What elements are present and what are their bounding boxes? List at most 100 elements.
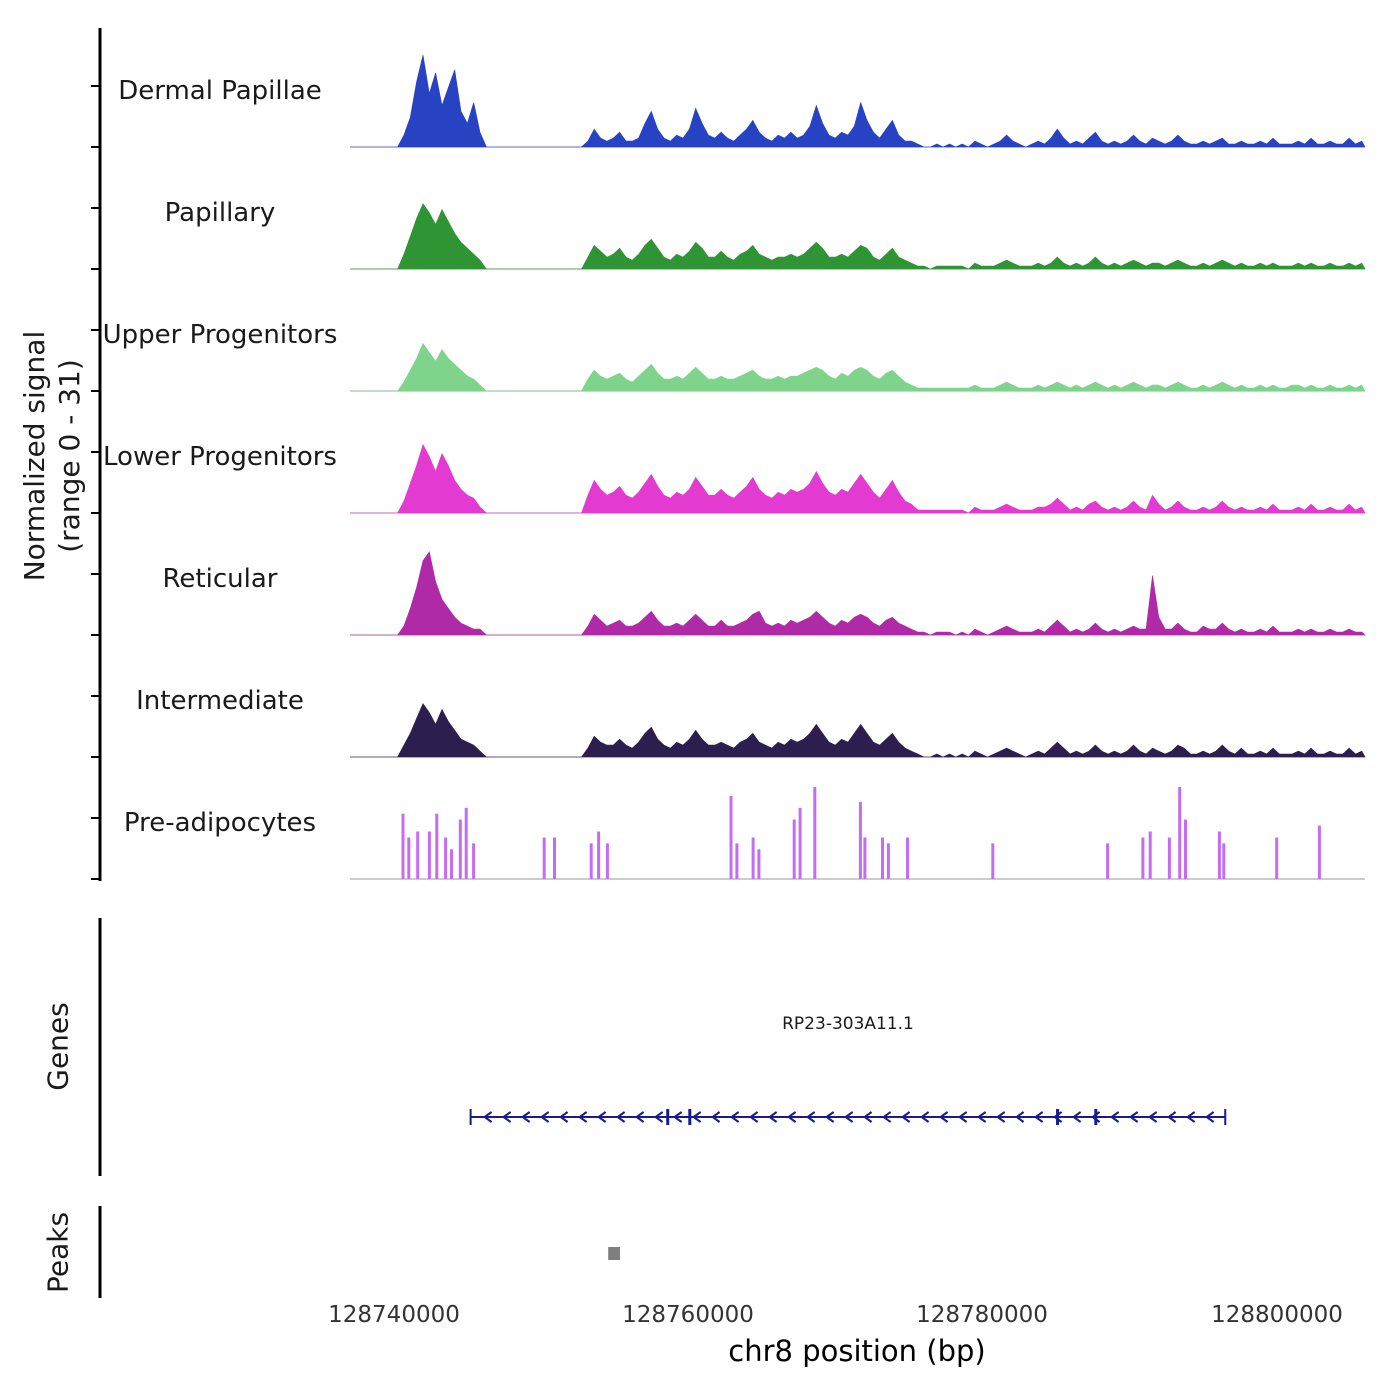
signal-track-area-5 (350, 702, 1366, 758)
preadipocyte-spike (881, 837, 884, 879)
preadipocyte-spike (458, 819, 462, 879)
gene-strand-chevron (748, 1111, 759, 1123)
y-axis-label: Normalized signal (range 0 - 31) (17, 176, 87, 736)
preadipocyte-spike (751, 837, 755, 879)
gene-strand-chevron (653, 1111, 664, 1123)
gene-strand-chevron (976, 1111, 987, 1123)
preadipocyte-spike (886, 843, 890, 879)
preadipocyte-spike (1167, 837, 1171, 879)
y-axis-label-line1: Normalized signal (18, 330, 51, 582)
preadipocyte-spike (735, 843, 739, 879)
track-label-pre-adipocytes: Pre-adipocytes (123, 808, 317, 838)
gene-strand-chevron (1052, 1111, 1063, 1123)
preadipocyte-spike (1106, 843, 1110, 879)
gene-strand-chevron (1071, 1111, 1082, 1123)
x-tick-128780000: 128780000 (916, 1302, 1048, 1328)
gene-strand-chevron (729, 1111, 740, 1123)
track-label-reticular: Reticular (162, 564, 278, 594)
preadipocyte-spike (792, 819, 796, 879)
preadipocyte-spike (407, 837, 411, 879)
preadipocyte-spike (757, 849, 761, 879)
preadipocyte-spike (427, 831, 431, 879)
gene-strand-chevron (843, 1111, 854, 1123)
x-tick-128760000: 128760000 (622, 1302, 754, 1328)
preadipocyte-spike (1217, 831, 1221, 879)
preadipocyte-spike (991, 843, 995, 879)
gene-strand-chevron (995, 1111, 1006, 1123)
gene-name-label: RP23-303A11.1 (782, 1014, 914, 1034)
track-label-upper-progenitors: Upper Progenitors (102, 320, 338, 350)
preadipocyte-spike (401, 813, 405, 879)
x-tick-128800000: 128800000 (1211, 1302, 1343, 1328)
gene-strand-chevron (957, 1111, 968, 1123)
preadipocyte-spike (906, 837, 909, 879)
preadipocyte-spike (1275, 837, 1279, 879)
gene-strand-chevron (1014, 1111, 1025, 1123)
signal-track-area-4 (350, 551, 1366, 636)
gene-strand-chevron (672, 1111, 683, 1123)
preadipocyte-spike (1317, 825, 1321, 879)
gene-strand-chevron (919, 1111, 930, 1123)
preadipocyte-spike (813, 787, 817, 879)
gene-strand-chevron (805, 1111, 816, 1123)
gene-strand-chevron (577, 1111, 588, 1123)
gene-strand-chevron (1185, 1111, 1196, 1123)
preadipocyte-spike (435, 813, 439, 879)
x-axis-label: chr8 position (bp) (728, 1334, 986, 1368)
preadipocyte-spike (1184, 819, 1187, 879)
preadipocyte-spike (1148, 831, 1152, 879)
gene-strand-chevron (786, 1111, 797, 1123)
preadipocyte-spike (1222, 843, 1226, 879)
peaks-section-label: Peaks (41, 1211, 75, 1294)
gene-strand-chevron (767, 1111, 778, 1123)
track-label-lower-progenitors: Lower Progenitors (103, 442, 337, 472)
gene-strand-chevron (558, 1111, 569, 1123)
gene-strand-chevron (615, 1111, 626, 1123)
gene-strand-chevron (634, 1111, 645, 1123)
gene-strand-chevron (862, 1111, 873, 1123)
preadipocyte-spike (798, 807, 802, 879)
gene-strand-chevron (900, 1111, 911, 1123)
gene-strand-chevron (710, 1111, 721, 1123)
preadipocyte-spike (444, 837, 448, 879)
gene-strand-chevron (1109, 1111, 1120, 1123)
preadipocyte-spike (863, 837, 867, 879)
preadipocyte-spike (589, 843, 593, 879)
preadipocyte-spike (553, 837, 556, 879)
y-axis-label-line2: (range 0 - 31) (53, 359, 86, 553)
gene-strand-chevron (596, 1111, 607, 1123)
x-tick-128740000: 128740000 (328, 1302, 460, 1328)
gene-strand-chevron (1147, 1111, 1158, 1123)
preadipocyte-spike (464, 807, 468, 879)
preadipocyte-spike (605, 843, 609, 879)
signal-track-area-2 (350, 342, 1366, 392)
genes-section-label: Genes (41, 1002, 75, 1091)
gene-strand-chevron (1128, 1111, 1139, 1123)
preadipocyte-spike (597, 831, 601, 879)
signal-track-area-3 (350, 443, 1366, 514)
gene-strand-chevron (482, 1111, 493, 1123)
gene-strand-chevron (691, 1111, 702, 1123)
preadipocyte-spike (542, 837, 546, 879)
preadipocyte-spike (858, 801, 862, 879)
signal-track-area-0 (350, 54, 1366, 148)
peak-rect (608, 1247, 620, 1260)
preadipocyte-spike (1178, 787, 1182, 879)
preadipocyte-spike (729, 795, 733, 879)
track-label-intermediate: Intermediate (136, 686, 304, 716)
gene-strand-chevron (520, 1111, 531, 1123)
track-label-dermal-papillae: Dermal Papillae (118, 76, 322, 106)
preadipocyte-spike (416, 831, 420, 879)
preadipocyte-spike (472, 843, 476, 879)
preadipocyte-spike (450, 849, 453, 879)
gene-strand-chevron (1166, 1111, 1177, 1123)
gene-strand-chevron (881, 1111, 892, 1123)
gene-strand-chevron (501, 1111, 512, 1123)
gene-strand-chevron (1033, 1111, 1044, 1123)
gene-strand-chevron (539, 1111, 550, 1123)
track-label-papillary: Papillary (164, 198, 276, 228)
gene-strand-chevron (1204, 1111, 1215, 1123)
gene-strand-chevron (824, 1111, 835, 1123)
